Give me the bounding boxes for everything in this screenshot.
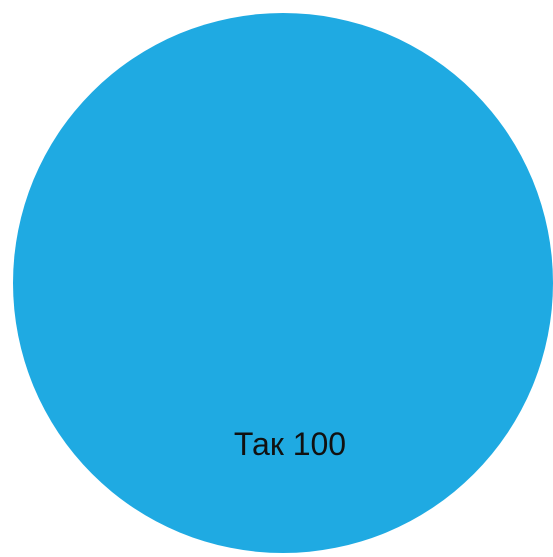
pie-slice: [13, 13, 553, 553]
slice-data-label: Так 100: [234, 426, 346, 462]
pie-labels: Так 100: [234, 426, 346, 462]
pie-slices: [13, 13, 553, 553]
